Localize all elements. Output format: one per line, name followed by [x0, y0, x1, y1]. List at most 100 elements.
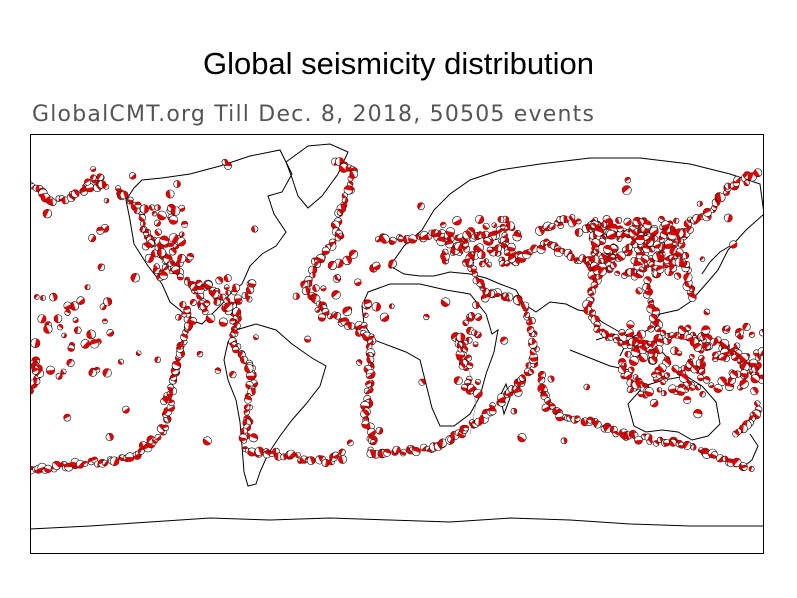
earthquake-beachball — [423, 313, 430, 321]
earthquake-beachball — [102, 368, 112, 378]
earthquake-beachball — [739, 379, 749, 389]
earthquake-beachball — [392, 445, 401, 454]
earthquake-beachball — [336, 209, 344, 216]
earthquake-beachball — [301, 286, 311, 296]
earthquake-beachball — [637, 345, 648, 355]
earthquake-beachball — [502, 292, 509, 299]
earthquake-beachball — [636, 329, 647, 339]
earthquake-beachball — [471, 329, 478, 336]
earthquake-beachball — [548, 223, 556, 230]
world-seismicity-map — [30, 134, 764, 554]
earthquake-beachball — [651, 371, 658, 378]
earthquake-beachball — [467, 312, 475, 320]
earthquake-beachball — [681, 252, 690, 260]
earthquake-beachball — [43, 464, 53, 473]
earthquake-beachball — [616, 225, 624, 233]
earthquake-beachball — [400, 448, 407, 456]
earthquake-beachball — [507, 255, 516, 264]
earthquake-beachball — [251, 225, 259, 233]
earthquake-beachball — [168, 233, 179, 243]
earthquake-beachball — [90, 166, 97, 173]
earthquake-beachball — [708, 382, 715, 389]
earthquake-beachball — [224, 302, 234, 312]
earthquake-beachball — [512, 231, 522, 242]
earthquake-beachball — [630, 347, 641, 357]
earthquake-beachball — [186, 252, 195, 261]
earthquake-beachball — [101, 459, 109, 467]
earthquake-beachball — [379, 233, 390, 244]
earthquake-beachball — [494, 250, 501, 257]
earthquake-beachball — [348, 322, 356, 330]
earthquake-beachball — [40, 295, 46, 301]
earthquake-beachball — [66, 358, 75, 368]
earthquake-beachball — [243, 404, 251, 411]
earthquake-beachball — [686, 226, 694, 234]
earthquake-beachball — [201, 308, 209, 316]
earthquake-beachball — [388, 259, 398, 268]
earthquake-beachball — [445, 239, 454, 249]
earthquake-beachball — [63, 301, 72, 310]
earthquake-beachball — [109, 456, 120, 467]
eurasia-coast — [389, 157, 764, 339]
earthquake-beachball — [367, 427, 376, 437]
earthquake-beachball — [689, 353, 695, 360]
earthquake-beachball — [557, 222, 564, 229]
earthquake-beachball — [587, 290, 594, 297]
earthquake-beachball — [701, 325, 711, 335]
earthquake-beachball — [103, 183, 110, 190]
earthquake-beachball — [500, 336, 509, 345]
earthquake-beachball — [214, 367, 222, 374]
earthquake-beachball — [76, 296, 85, 305]
earthquake-beachball — [623, 371, 633, 380]
earthquake-beachball — [663, 257, 671, 265]
earthquake-beachball — [694, 384, 702, 391]
earthquake-beachball — [628, 229, 637, 238]
earthquake-beachball — [732, 430, 740, 438]
earthquake-beachball — [676, 386, 686, 396]
earthquake-beachball — [638, 352, 648, 363]
earthquake-beachball — [748, 465, 755, 472]
earthquake-beachball — [598, 253, 608, 263]
earthquake-beachball — [334, 234, 342, 242]
earthquake-beachball — [713, 383, 723, 393]
earthquake-beachball — [440, 221, 447, 229]
earthquake-beachball — [547, 375, 555, 383]
earthquake-beachball — [189, 317, 198, 325]
earthquake-beachball — [183, 305, 191, 314]
earthquake-beachball — [294, 452, 301, 458]
earthquake-beachball — [644, 387, 654, 397]
earthquake-beachball — [753, 349, 760, 357]
earthquake-beachball — [631, 431, 639, 439]
earthquake-beachball — [225, 289, 231, 296]
earthquake-beachball — [715, 192, 726, 203]
earthquake-beachball — [649, 226, 659, 236]
earthquake-beachball — [203, 300, 211, 307]
earthquake-beachball — [676, 350, 683, 357]
earthquake-beachball — [189, 283, 198, 291]
earthquake-beachball — [342, 255, 352, 266]
earthquake-beachball — [699, 256, 706, 262]
earthquake-beachball — [97, 263, 106, 271]
earthquake-beachball — [286, 449, 296, 459]
earthquake-beachball — [488, 407, 497, 416]
earthquake-beachball — [181, 220, 189, 228]
africa-coast — [361, 283, 499, 427]
earthquake-beachball — [196, 350, 204, 358]
earthquake-beachball — [699, 390, 706, 398]
earthquake-beachball — [649, 398, 659, 408]
earthquake-beachball — [593, 248, 599, 255]
earthquake-beachball — [615, 216, 623, 224]
earthquake-beachball — [541, 403, 550, 412]
earthquake-beachball — [477, 250, 486, 260]
earthquake-beachball — [628, 337, 637, 346]
new-zealand-coast — [741, 433, 759, 469]
earthquake-beachball — [483, 237, 492, 246]
earthquake-beachball — [408, 234, 418, 244]
earthquake-beachball — [482, 222, 490, 230]
earthquake-beachball — [566, 415, 573, 422]
earthquake-beachball — [454, 241, 464, 251]
earthquake-beachball — [653, 240, 661, 249]
earthquake-beachball — [750, 374, 760, 384]
earthquake-beachball — [491, 222, 497, 228]
earthquake-beachball — [668, 254, 675, 261]
